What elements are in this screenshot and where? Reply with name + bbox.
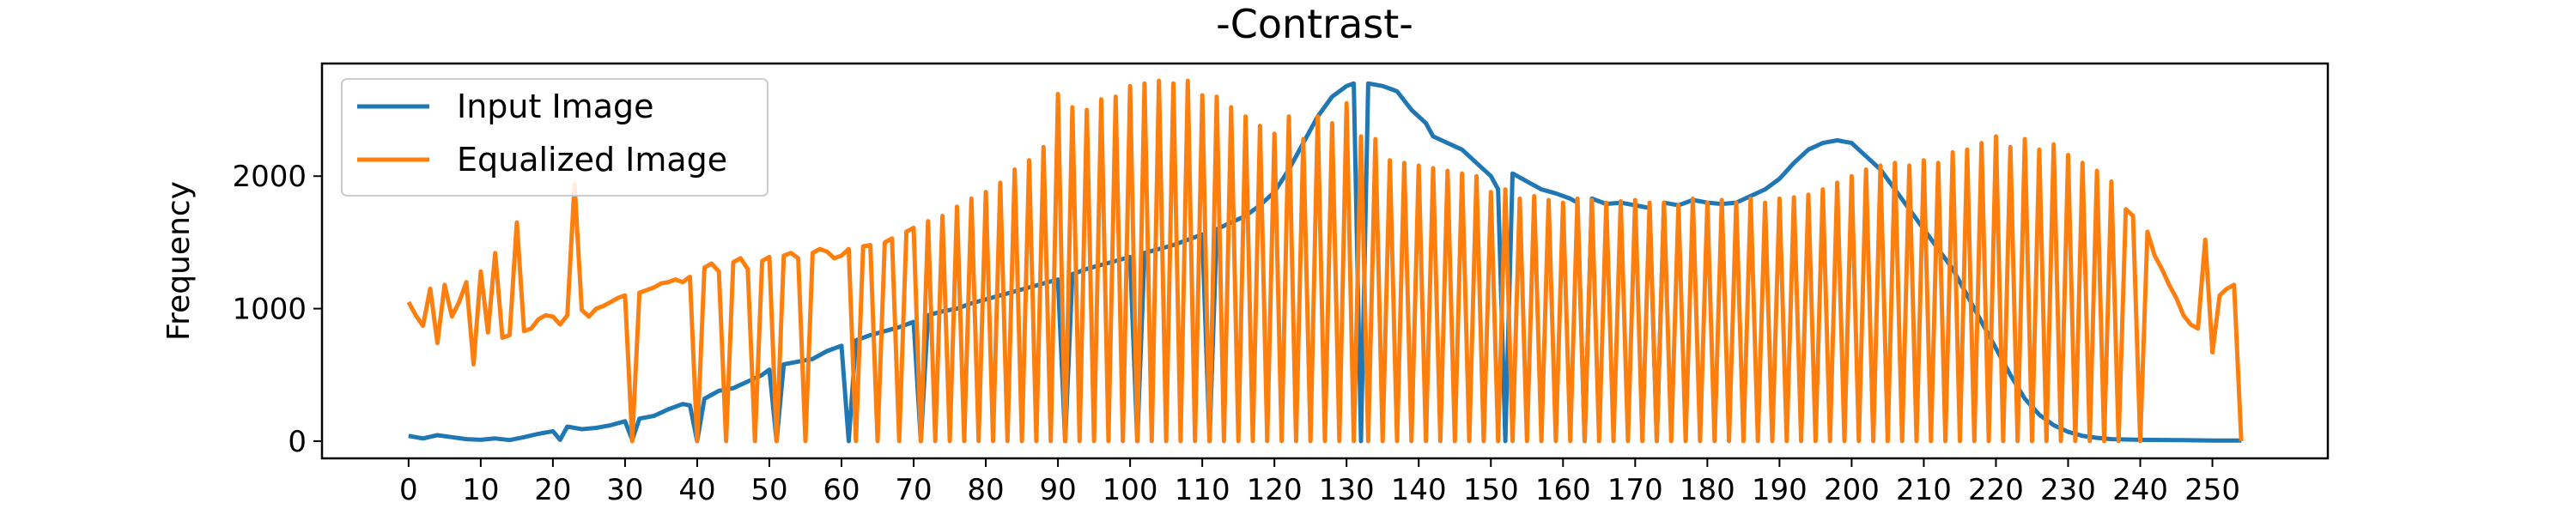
x-tick-label: 220 [1968,473,2024,507]
x-tick-label: 40 [678,473,715,507]
x-tick-label: 60 [823,473,860,507]
y-axis: 0 1000 2000 [232,160,322,459]
chart-title: -Contrast- [1216,1,1413,47]
x-tick-label: 180 [1680,473,1735,507]
x-tick-label: 110 [1175,473,1230,507]
x-tick-label: 200 [1824,473,1880,507]
legend: Input Image Equalized Image [341,78,769,197]
x-tick-label: 70 [895,473,932,507]
x-tick-label: 80 [967,473,1004,507]
x-tick-label: 120 [1247,473,1303,507]
x-tick-label: 90 [1039,473,1076,507]
y-tick-label: 0 [288,425,307,459]
legend-box [341,78,769,197]
y-axis-label: Frequency [161,181,197,341]
series-layer [406,78,2244,444]
x-tick-label: 250 [2184,473,2240,507]
series-line-equalized-image [406,78,2244,444]
y-tick-label: 1000 [232,293,307,327]
x-tick-label: 230 [2040,473,2096,507]
x-tick-label: 170 [1607,473,1663,507]
x-tick-label: 50 [750,473,787,507]
legend-label-equalized-image: Equalized Image [457,141,727,179]
x-tick-label: 240 [2112,473,2168,507]
x-tick-label: 150 [1463,473,1519,507]
x-tick-label: 140 [1391,473,1447,507]
x-tick-label: 190 [1752,473,1807,507]
x-tick-label: 210 [1896,473,1952,507]
x-tick-label: 130 [1319,473,1375,507]
x-tick-label: 0 [399,473,418,507]
x-tick-label: 10 [462,473,499,507]
x-tick-label: 160 [1535,473,1591,507]
x-tick-label: 100 [1103,473,1158,507]
x-tick-label: 30 [606,473,643,507]
x-tick-label: 20 [534,473,571,507]
legend-label-input-image: Input Image [457,88,653,125]
x-axis: 0 10 20 30 40 50 60 70 80 90 100 110 120 130 140 150 160… [399,458,2240,507]
y-tick-label: 2000 [232,160,307,194]
